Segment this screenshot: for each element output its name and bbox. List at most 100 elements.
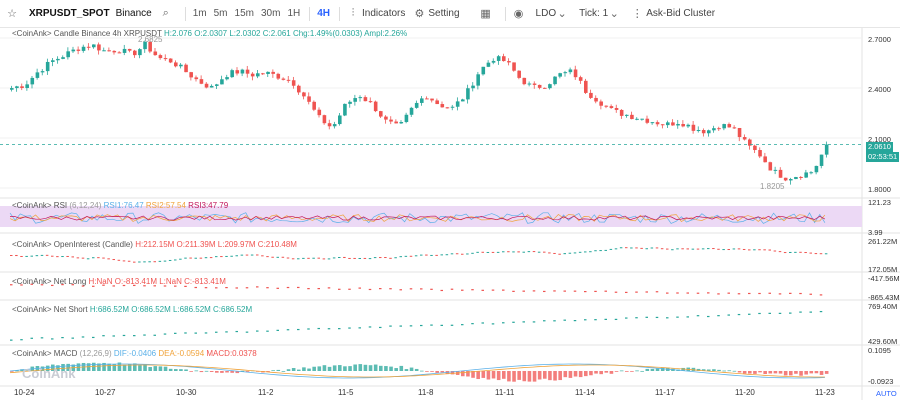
netlong-mark — [338, 288, 341, 290]
tick-value: 1 — [602, 8, 609, 19]
macd-histogram-bar — [476, 371, 480, 380]
netlong-mark — [737, 293, 741, 295]
netshort-mark — [368, 326, 372, 328]
netshort-mark — [707, 315, 710, 318]
macd-histogram-bar — [112, 364, 117, 371]
oi-candle — [548, 252, 551, 254]
macd-histogram-bar — [307, 368, 311, 371]
auto-scale-button[interactable]: AUTO — [876, 389, 897, 398]
candle-body — [414, 102, 419, 108]
eye-button[interactable]: ◉ — [513, 7, 528, 20]
candle-body — [240, 69, 245, 74]
oi-candle — [92, 257, 95, 259]
candle-body — [819, 154, 824, 166]
candle-body — [389, 119, 393, 122]
high-marker: 2.6825 — [138, 35, 163, 44]
oi-candle — [522, 251, 525, 253]
oi-candle — [256, 254, 259, 256]
x-axis-label: 11-11 — [495, 388, 515, 397]
interval-30m[interactable]: 30m — [260, 8, 281, 19]
netshort-mark — [543, 320, 546, 322]
macd-histogram-bar — [102, 362, 106, 371]
macd-value: MACD:0.0378 — [206, 349, 257, 358]
netlong-mark — [502, 289, 505, 291]
macd-histogram-bar — [502, 371, 506, 379]
candle-body — [153, 51, 158, 56]
macd-histogram-bar — [291, 368, 296, 371]
netshort-mark — [399, 325, 402, 327]
netshort-mark — [40, 337, 44, 339]
candle-body — [625, 114, 629, 116]
macd-histogram-bar — [25, 369, 29, 371]
oi-candle — [215, 256, 218, 258]
netshort-values: H:686.52M O:686.52M L:686.52M C:686.52M — [89, 305, 253, 314]
oi-candle — [486, 251, 490, 253]
setting-button[interactable]: ⚙ Setting — [413, 7, 459, 20]
netshort-mark — [778, 312, 782, 314]
oi-candle — [414, 255, 418, 257]
chart-canvas[interactable] — [0, 28, 900, 400]
oi-candle — [271, 256, 274, 258]
candle-body — [363, 97, 368, 102]
macd-axis-label: 0.1095 — [868, 346, 891, 355]
oi-candle — [394, 257, 397, 259]
macd-histogram-bar — [225, 371, 229, 373]
netlong-mark — [194, 286, 197, 289]
indicators-button[interactable]: ⫶ Indicators — [347, 7, 406, 20]
candle-body — [563, 72, 568, 74]
oi-candle — [353, 257, 356, 259]
netlong-mark — [368, 288, 372, 291]
layout-grid-button[interactable]: ▦ — [480, 7, 495, 20]
interval-15m[interactable]: 15m — [234, 8, 254, 19]
macd-histogram-bar — [122, 364, 127, 371]
candle-body — [379, 111, 383, 117]
x-axis-label: 11-5 — [338, 388, 354, 397]
candle-body — [230, 70, 234, 78]
tick-selector[interactable]: Tick: 1 ⌄ — [579, 7, 623, 20]
netshort-mark — [297, 328, 300, 331]
candle-body — [635, 118, 639, 120]
interval-1m[interactable]: 1m — [192, 8, 207, 19]
oi-candle — [40, 254, 44, 256]
candle-body — [102, 50, 106, 52]
macd-histogram-bar — [199, 371, 204, 373]
candle-body — [189, 72, 193, 78]
oi-candle — [348, 257, 351, 259]
interval-5m[interactable]: 5m — [213, 8, 228, 19]
cluster-button[interactable]: ⋮ Ask-Bid Cluster — [631, 7, 715, 20]
netlong-mark — [379, 288, 382, 290]
symbol-name[interactable]: XRPUSDT_SPOT — [29, 8, 110, 19]
netshort-mark — [799, 311, 802, 313]
candle-body — [158, 55, 163, 59]
netlong-mark — [235, 287, 238, 289]
oi-candle — [558, 253, 561, 255]
candle-body — [71, 49, 76, 52]
macd-histogram-bar — [10, 371, 14, 372]
price-axis-label: 2.7000 — [868, 35, 891, 44]
oi-candle — [338, 257, 341, 259]
ldo-selector[interactable]: LDO ⌄ — [536, 7, 572, 20]
netlong-mark — [358, 287, 361, 289]
oi-candle — [537, 251, 541, 253]
favorite-star-icon[interactable]: ☆ — [7, 8, 17, 20]
candle-body — [420, 98, 424, 103]
netshort-mark — [112, 335, 115, 337]
toolbar: ☆ XRPUSDT_SPOT Binance ⌕ 1m 5m 15m 30m 1… — [0, 0, 900, 28]
macd-histogram-bar — [527, 371, 532, 382]
macd-histogram-bar — [614, 371, 619, 372]
candle-body — [45, 61, 50, 72]
candle-body — [732, 127, 737, 129]
netshort-mark — [163, 333, 167, 335]
netshort-mark — [768, 312, 771, 314]
oi-candle — [30, 255, 33, 257]
search-icon[interactable]: ⌕ — [162, 7, 169, 19]
interval-1h[interactable]: 1H — [287, 8, 301, 19]
macd-histogram-bar — [420, 370, 424, 372]
oi-candle — [76, 257, 80, 259]
macd-histogram-bar — [133, 363, 137, 371]
oi-candle — [45, 254, 49, 256]
oi-candle — [604, 249, 607, 251]
candle-body — [491, 60, 496, 63]
interval-4h[interactable]: 4H — [317, 8, 331, 19]
candle-body — [502, 56, 506, 62]
